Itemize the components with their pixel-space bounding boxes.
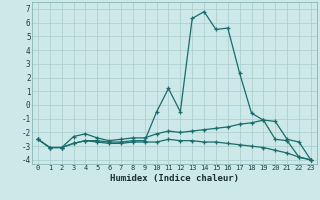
- X-axis label: Humidex (Indice chaleur): Humidex (Indice chaleur): [110, 174, 239, 183]
